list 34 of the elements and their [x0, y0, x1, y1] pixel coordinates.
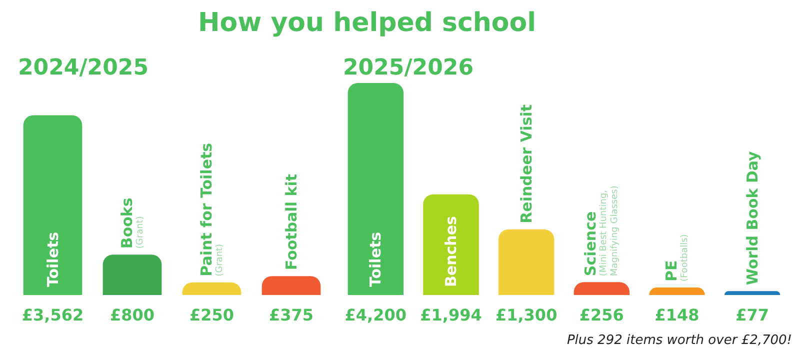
- bar: [348, 83, 404, 295]
- bar: [262, 276, 321, 295]
- bar: [498, 229, 554, 295]
- bar: [724, 291, 780, 295]
- x-tick-label: World Book Day: [743, 150, 762, 286]
- data-label: £4,200: [344, 306, 407, 324]
- chart-title: 2025/2026: [343, 56, 474, 80]
- data-label: £1,994: [420, 306, 482, 324]
- chart-title: How you helped school: [198, 8, 536, 38]
- chart-subtitle: 2024/2025: [18, 56, 148, 80]
- bar: [649, 288, 705, 295]
- bar: [423, 194, 479, 295]
- bar: [574, 282, 630, 295]
- data-label: £800: [110, 306, 155, 324]
- data-label: £250: [189, 306, 234, 324]
- x-tick-label: Toilets: [44, 232, 62, 287]
- x-tick-label: PE (Footballs): [662, 234, 690, 282]
- bar: [182, 282, 242, 295]
- data-label: £1,300: [495, 306, 558, 324]
- data-label: £148: [654, 306, 700, 324]
- x-tick-label: Science (Mini Best Hunting, Magnifying Glasses): [582, 186, 620, 276]
- bar: [102, 254, 162, 295]
- x-tick-label: Toilets: [366, 232, 385, 287]
- data-label: £3,562: [22, 306, 84, 324]
- x-tick-label: Benches: [442, 216, 460, 287]
- x-tick-label: Reindeer Visit: [517, 104, 536, 224]
- bar: [23, 115, 82, 295]
- x-tick-label: Football kit: [282, 174, 300, 270]
- data-label: £77: [736, 306, 770, 324]
- x-tick-label: Books (Grant): [118, 198, 146, 249]
- data-label: £256: [579, 306, 624, 324]
- x-tick-label: Paint for Toilets (Grant): [197, 142, 225, 276]
- data-label: £375: [268, 306, 314, 324]
- text: Plus 292 items worth over £2,700!: [566, 333, 792, 348]
